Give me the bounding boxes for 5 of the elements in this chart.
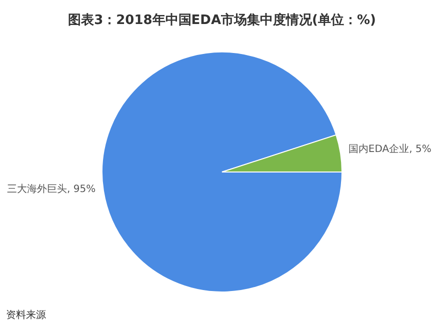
chart-title: 图表3：2018年中国EDA市场集中度情况(单位：%) [68, 12, 376, 28]
slice-label: 三大海外巨头, 95% [6, 183, 96, 196]
pie-slice [102, 52, 342, 292]
slice-label: 国内EDA企业, 5% [348, 142, 432, 155]
text: 资料来源 [6, 309, 46, 321]
